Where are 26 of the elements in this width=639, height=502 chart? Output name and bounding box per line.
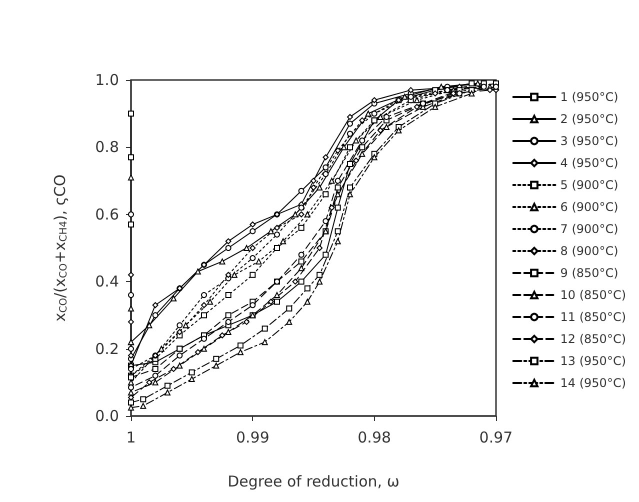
x-axis-title: Degree of reduction, ω [228, 472, 400, 490]
y-tick-label: 0.8 [95, 138, 119, 156]
y-tick-label: 0.4 [95, 272, 119, 291]
legend-label: 7 (900°C) [560, 222, 618, 236]
legend-label: 1 (950°C) [560, 90, 618, 104]
legend-label: 11 (850°C) [560, 310, 626, 324]
y-tick-label: 0.6 [95, 205, 119, 224]
x-tick-label: 0.97 [479, 428, 513, 446]
y-tick-label: 0.2 [95, 340, 119, 358]
legend-label: 13 (950°C) [560, 354, 626, 368]
legend-label: 2 (950°C) [560, 112, 618, 126]
y-axis-title: xCO/(xCO+xCH4), ςCO [51, 174, 70, 322]
x-tick-label: 1 [126, 428, 136, 446]
legend-label: 9 (850°C) [560, 266, 618, 280]
y-tick-label: 1.0 [95, 71, 119, 89]
legend-label: 6 (900°C) [560, 200, 618, 214]
legend-label: 5 (900°C) [560, 178, 618, 192]
legend-label: 8 (900°C) [560, 244, 618, 258]
legend-label: 4 (950°C) [560, 156, 618, 170]
legend-label: 14 (950°C) [560, 376, 626, 390]
legend-label: 12 (850°C) [560, 332, 626, 346]
x-tick-label: 0.98 [358, 428, 392, 446]
y-tick-label: 0.0 [95, 407, 119, 425]
legend-label: 3 (950°C) [560, 134, 618, 148]
legend-label: 10 (850°C) [560, 288, 626, 302]
x-tick-label: 0.99 [236, 428, 270, 446]
